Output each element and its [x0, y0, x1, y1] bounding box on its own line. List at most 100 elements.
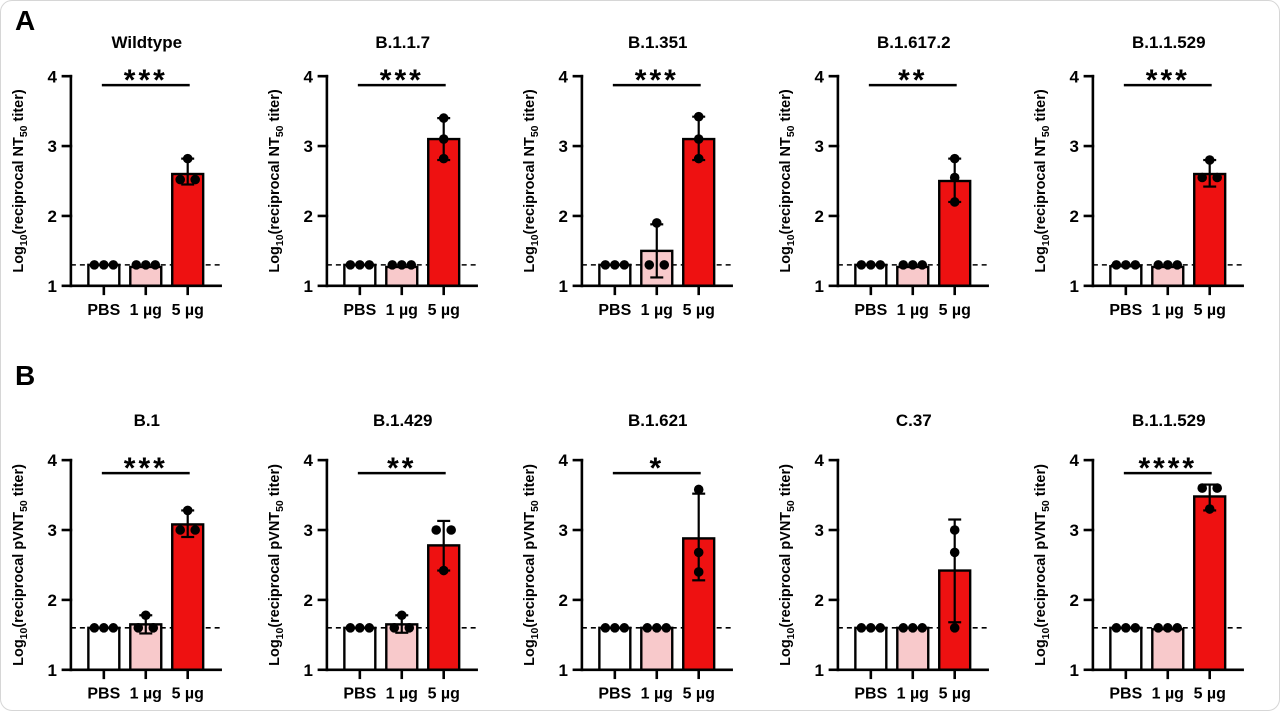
data-point — [431, 525, 441, 535]
data-point — [89, 260, 100, 270]
x-category-label: PBS — [87, 302, 120, 319]
data-point — [1153, 623, 1164, 633]
chart-title: B.1.1.529 — [1132, 33, 1206, 52]
chart-panel-b-1-1-529: B.1.1.529 Log10(reciprocal pVNT50 titer) 1… — [1033, 411, 1245, 703]
y-tick-label: 2 — [814, 207, 823, 226]
data-point — [1163, 260, 1173, 270]
data-point — [642, 623, 653, 633]
x-category-label: 1 µg — [385, 302, 417, 319]
x-category-label: 1 µg — [896, 686, 928, 703]
x-category-label: 1 µg — [130, 302, 162, 319]
significance-stars: *** — [1146, 64, 1190, 97]
data-point — [949, 153, 960, 164]
chart-panel-wildtype: Wildtype Log10(reciprocal NT50 titer) 1 2 3 4… — [11, 33, 222, 319]
y-tick-label: 4 — [559, 67, 569, 86]
axes — [61, 74, 222, 296]
y-tick-label: 1 — [1070, 661, 1079, 680]
chart-panel-b-1-617-2: B.1.617.2 Log10(reciprocal NT50 titer) 1 2 3… — [778, 33, 989, 319]
significance-stars: *** — [379, 64, 423, 97]
y-tick-label: 4 — [814, 67, 824, 86]
x-category-label: PBS — [854, 302, 887, 319]
data-point — [190, 525, 200, 535]
chart-panel-b-1-351: B.1.351 Log10(reciprocal NT50 titer) 1 2 3 4 P… — [522, 33, 734, 319]
chart-title: B.1.429 — [373, 411, 432, 430]
data-point — [1163, 623, 1173, 633]
axes — [61, 458, 222, 680]
data-point — [694, 567, 704, 577]
data-point — [99, 623, 109, 633]
data-point — [619, 260, 630, 270]
data-point — [99, 260, 109, 270]
data-point — [1153, 260, 1164, 270]
data-point — [694, 484, 704, 495]
data-point — [917, 623, 927, 633]
axes — [572, 74, 734, 296]
data-point — [364, 260, 374, 270]
data-point — [652, 218, 662, 228]
data-point — [1111, 260, 1122, 270]
data-point — [694, 547, 704, 558]
data-point — [345, 260, 355, 270]
bar-1g — [640, 626, 674, 671]
data-point — [949, 623, 960, 633]
chart-panel-b-1-1-7: B.1.1.7 Log10(reciprocal NT50 titer) 1 2 3 4 P… — [267, 33, 478, 319]
data-point — [1205, 504, 1215, 514]
y-tick-label: 3 — [1070, 137, 1079, 156]
x-category-label: 5 µg — [172, 686, 204, 703]
data-point — [949, 525, 960, 535]
data-point — [140, 260, 151, 270]
bar-5g — [1193, 172, 1227, 288]
y-axis-label: Log10(reciprocal pVNT50 titer) — [1033, 464, 1052, 666]
y-tick-label: 1 — [1070, 277, 1079, 296]
bar-pbs — [342, 626, 377, 671]
y-tick-label: 4 — [559, 451, 569, 470]
data-point — [1205, 155, 1215, 165]
y-tick-label: 4 — [1070, 451, 1080, 470]
significance-stars: *** — [124, 64, 168, 97]
bar-1g — [1151, 265, 1185, 288]
data-point — [1121, 623, 1132, 633]
data-point — [1212, 483, 1223, 493]
y-tick-label: 2 — [303, 207, 312, 226]
chart-title: B.1.617.2 — [877, 33, 951, 52]
significance-stars: ** — [898, 64, 927, 97]
error-bar — [947, 518, 961, 624]
section-label-a: A — [15, 5, 36, 36]
data-point — [354, 623, 365, 633]
axes — [572, 458, 734, 680]
y-tick-label: 2 — [47, 207, 56, 226]
chart-title: B.1.621 — [628, 411, 687, 430]
significance-stars: *** — [124, 452, 168, 485]
bar-pbs — [1109, 626, 1143, 671]
y-tick-label: 2 — [1070, 207, 1079, 226]
data-point — [1121, 260, 1132, 270]
data-point — [396, 260, 407, 270]
data-point — [949, 197, 960, 207]
data-point — [898, 623, 908, 633]
data-point — [644, 260, 655, 270]
y-tick-label: 4 — [303, 67, 313, 86]
y-tick-label: 2 — [559, 207, 568, 226]
y-tick-label: 1 — [814, 661, 823, 680]
data-point — [1130, 623, 1141, 633]
data-point — [140, 610, 151, 621]
data-point — [1111, 623, 1122, 633]
data-point — [406, 260, 416, 270]
chart-panel-b-1-1-529: B.1.1.529 Log10(reciprocal NT50 titer) 1 2 3… — [1033, 33, 1245, 319]
axes — [1083, 74, 1245, 296]
data-point — [190, 174, 200, 185]
y-tick-label: 3 — [303, 521, 312, 540]
y-tick-label: 3 — [814, 521, 823, 540]
data-point — [404, 623, 414, 633]
x-category-label: 5 µg — [427, 302, 459, 319]
bar-1g — [895, 626, 930, 671]
axes — [317, 74, 478, 296]
axes — [1083, 458, 1245, 680]
x-category-label: PBS — [87, 686, 120, 703]
x-category-label: 5 µg — [938, 302, 970, 319]
bar-1g — [129, 265, 163, 288]
data-point — [1172, 623, 1183, 633]
bar-pbs — [598, 626, 632, 671]
y-tick-label: 1 — [303, 277, 312, 296]
